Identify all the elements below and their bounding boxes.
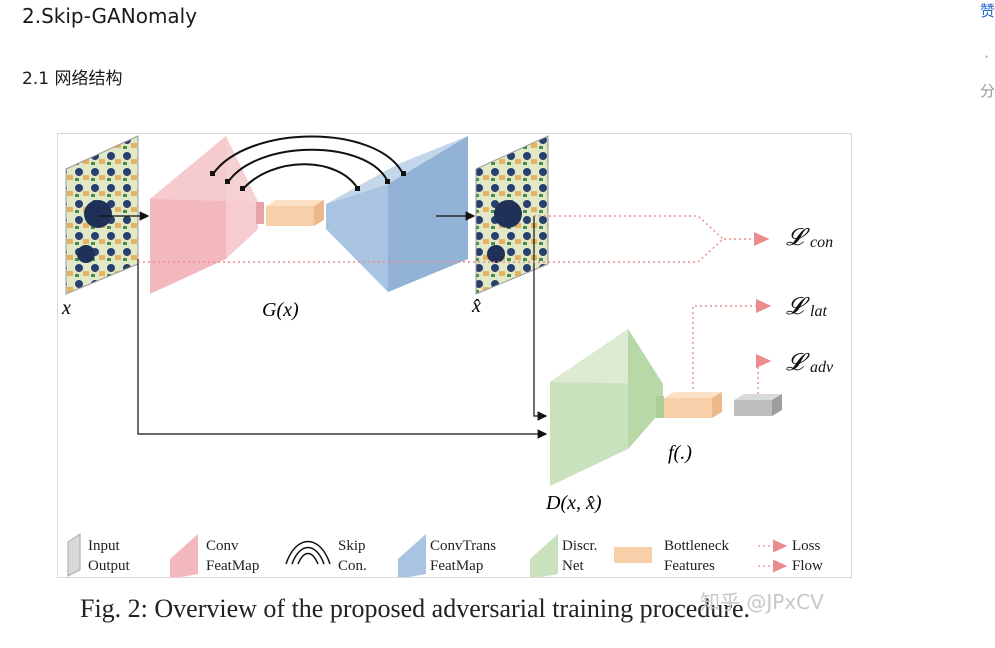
- sidebar-dot: ·: [984, 48, 989, 66]
- generator-bottleneck: [266, 200, 324, 226]
- figure-caption: Fig. 2: Overview of the proposed adversa…: [80, 594, 751, 623]
- architecture-figure: x G(x) x̂ D(x, x̂) f(.) 𝓛 con 𝓛 lat 𝓛 ad…: [57, 133, 852, 579]
- svg-text:FeatMap: FeatMap: [430, 558, 483, 574]
- loss-lat-symbol: 𝓛: [786, 294, 810, 320]
- discriminator-label: D(x, x̂): [545, 492, 602, 514]
- loss-lat-sub: lat: [810, 303, 827, 320]
- svg-text:Con.: Con.: [338, 558, 367, 574]
- svg-text:Flow: Flow: [792, 558, 823, 574]
- loss-adv-sub: adv: [810, 359, 834, 376]
- features-label: f(.): [668, 442, 692, 464]
- svg-text:Loss: Loss: [792, 538, 821, 554]
- legend: Input Output Conv FeatMap Skip Con. Conv…: [67, 533, 823, 579]
- subsection-heading: 2.1 网络结构: [22, 69, 123, 89]
- sidebar-like-label[interactable]: 赞: [979, 2, 995, 20]
- sidebar-share-label[interactable]: 分: [979, 82, 995, 100]
- loss-con-symbol: 𝓛: [786, 225, 810, 251]
- discriminator-features: [664, 392, 722, 418]
- watermark: 知乎 @JPxCV: [700, 590, 824, 614]
- svg-text:FeatMap: FeatMap: [206, 558, 259, 574]
- svg-text:Bottleneck: Bottleneck: [664, 538, 729, 554]
- loss-adv-symbol: 𝓛: [786, 350, 810, 376]
- output-label: x̂: [471, 295, 481, 317]
- input-label: x: [61, 297, 71, 319]
- skip-connections: [212, 135, 404, 190]
- svg-text:Skip: Skip: [338, 538, 366, 554]
- svg-text:Discr.: Discr.: [562, 538, 597, 554]
- section-heading: 2.Skip-GANomaly: [22, 4, 198, 28]
- architecture-diagram: x G(x) x̂ D(x, x̂) f(.) 𝓛 con 𝓛 lat 𝓛 ad…: [61, 135, 834, 579]
- loss-con-sub: con: [810, 234, 833, 251]
- svg-text:Output: Output: [88, 558, 131, 574]
- svg-text:Net: Net: [562, 558, 584, 574]
- generator-label: G(x): [262, 299, 299, 321]
- discriminator-output: [734, 394, 782, 416]
- svg-text:Conv: Conv: [206, 538, 239, 554]
- svg-text:ConvTrans: ConvTrans: [430, 538, 496, 554]
- svg-text:Features: Features: [664, 558, 715, 574]
- encoder-conv-block: [150, 136, 264, 294]
- decoder-convtrans-block: [326, 136, 468, 292]
- discriminator-block: [550, 329, 664, 486]
- svg-text:Input: Input: [88, 538, 120, 554]
- output-image: [475, 135, 549, 295]
- input-image: [65, 135, 139, 295]
